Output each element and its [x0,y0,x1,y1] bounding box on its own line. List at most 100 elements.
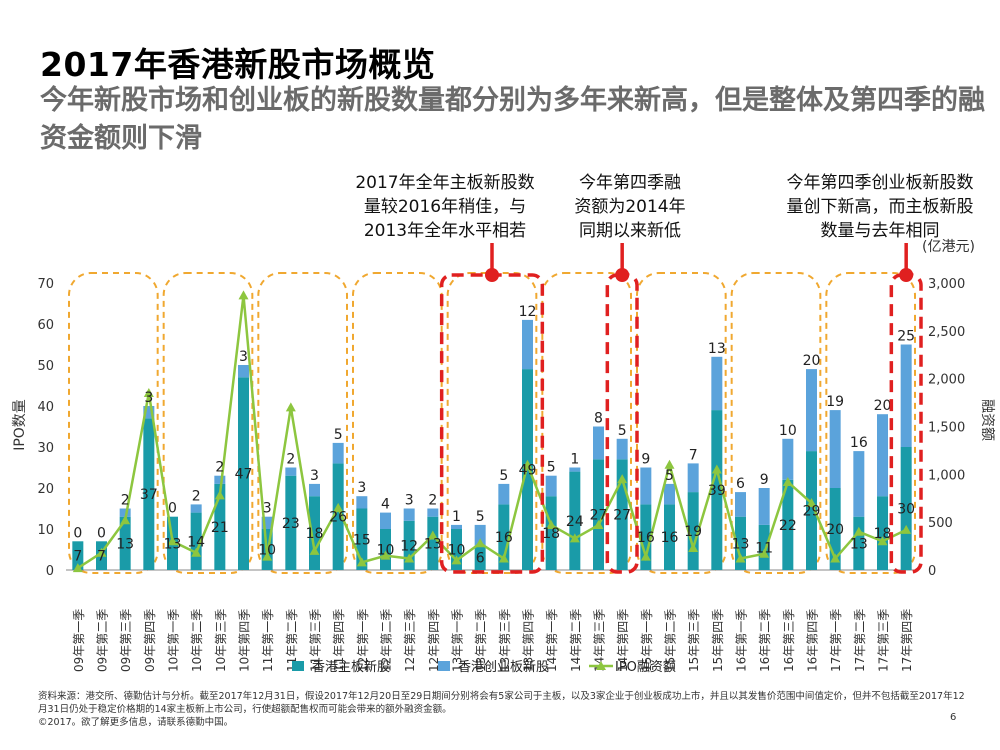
x-tick-label: 17年第二季 [853,609,867,672]
year-group-box [825,272,916,574]
ipo-point [569,533,580,543]
label-gem: 5 [665,468,674,484]
bar-gem [238,365,249,378]
x-tick-label: 09年第四季 [143,609,157,672]
bar-main-board [498,504,510,570]
x-tick-label: 12年第二季 [380,609,394,672]
label-gem: 3 [263,501,272,517]
x-tick-label: 10年第四季 [238,609,252,672]
label-main-board: 20 [826,522,844,538]
x-tick-label: 14年第四季 [616,609,630,672]
ipo-point [333,502,344,512]
bar-main-board [72,541,84,570]
label-gem: 0 [168,501,177,517]
label-gem: 5 [334,427,343,443]
label-gem: 5 [499,468,508,484]
bar-main-board [829,488,841,570]
label-main-board: 16 [661,530,679,546]
ipo-point [356,557,367,567]
bar-gem [711,356,723,411]
ipo-point [96,547,107,557]
ipo-point [664,459,675,469]
x-tick-label: 15年第三季 [687,609,701,672]
bar-main-board [711,410,723,570]
year-group-box [730,272,822,574]
label-main-board: 23 [282,516,300,532]
ipo-point [214,490,225,500]
bar-gem [877,414,888,497]
ipo-point [309,545,320,555]
callout-q4-fundraising: 今年第四季融 资额为2014年 同期以来新低 [574,173,686,241]
legend-marker [596,661,606,670]
y2-tick-label: 1,500 [928,421,965,436]
label-gem: 2 [192,488,201,504]
bar-gem [829,410,841,488]
legend-label: IPO融资额 [615,660,676,675]
ipo-point [238,290,249,300]
legend-label: 香港主板新股 [312,659,390,675]
label-gem: 9 [760,472,769,488]
bar-main-board [309,496,320,570]
bar-main-board [403,520,415,570]
label-main-board: 16 [637,530,655,546]
label-gem: 2 [215,460,224,476]
y-axis-label: IPO数量 [12,399,28,451]
label-main-board: 27 [590,508,608,524]
y-tick-label: 40 [37,400,54,415]
highlight-dot [899,268,914,282]
label-gem: 5 [476,509,485,525]
bar-main-board [735,516,746,570]
ipo-point [546,520,557,530]
x-tick-label: 17年第一季 [829,609,843,672]
bar-gem [616,438,628,460]
label-main-board: 27 [613,508,631,524]
y-tick-label: 70 [37,277,54,292]
y2-tick-label: 3,000 [928,277,965,292]
label-main-board: 24 [566,514,584,530]
ipo-point [451,555,462,565]
x-tick-label: 11年第三季 [309,609,323,672]
x-tick-label: 15年第一季 [640,609,654,672]
label-gem: 3 [239,349,248,365]
ipo-point [640,551,651,561]
bar-main-board [545,496,557,570]
ipo-point [285,402,296,412]
ipo-point [72,563,83,573]
bar-main-board [782,479,794,570]
x-tick-label: 16年第二季 [758,609,772,672]
bar-gem [758,488,770,525]
x-tick-label: 13年第四季 [522,609,536,672]
bar-gem [474,524,486,546]
bar-gem [545,475,557,497]
y2-axis-label: 融资额 [979,399,995,441]
x-tick-label: 14年第三季 [593,609,607,672]
bar-gem [119,508,131,517]
bar-gem [214,475,226,484]
bar-gem [664,483,675,505]
label-main-board: 13 [116,536,134,552]
bar-main-board [380,529,391,570]
x-tick-label: 10年第一季 [167,609,181,672]
legend-swatch [438,661,450,671]
label-main-board: 6 [476,551,485,567]
y-tick-label: 10 [37,523,54,538]
bar-gem [143,406,155,419]
label-main-board: 11 [755,540,773,556]
bar-main-board [451,529,462,570]
bar-main-board [285,475,297,570]
ipo-point [167,536,178,546]
footnote: 资料来源：港交所、德勤估计与分析。截至2017年12月31日，假设2017年12… [38,690,968,729]
page-title: 2017年香港新股市场概览 [40,45,436,84]
bar-gem [782,438,794,480]
bar-main-board [190,512,202,570]
ipo-point [711,464,722,474]
bar-main-board [143,418,155,570]
label-gem: 1 [570,452,579,468]
label-main-board: 18 [542,526,560,542]
bar-gem [853,451,865,517]
x-tick-label: 13年第一季 [451,609,465,672]
highlight-dot [485,268,499,282]
label-main-board: 15 [353,532,371,548]
label-main-board: 22 [779,518,797,534]
label-main-board: 7 [73,549,82,565]
